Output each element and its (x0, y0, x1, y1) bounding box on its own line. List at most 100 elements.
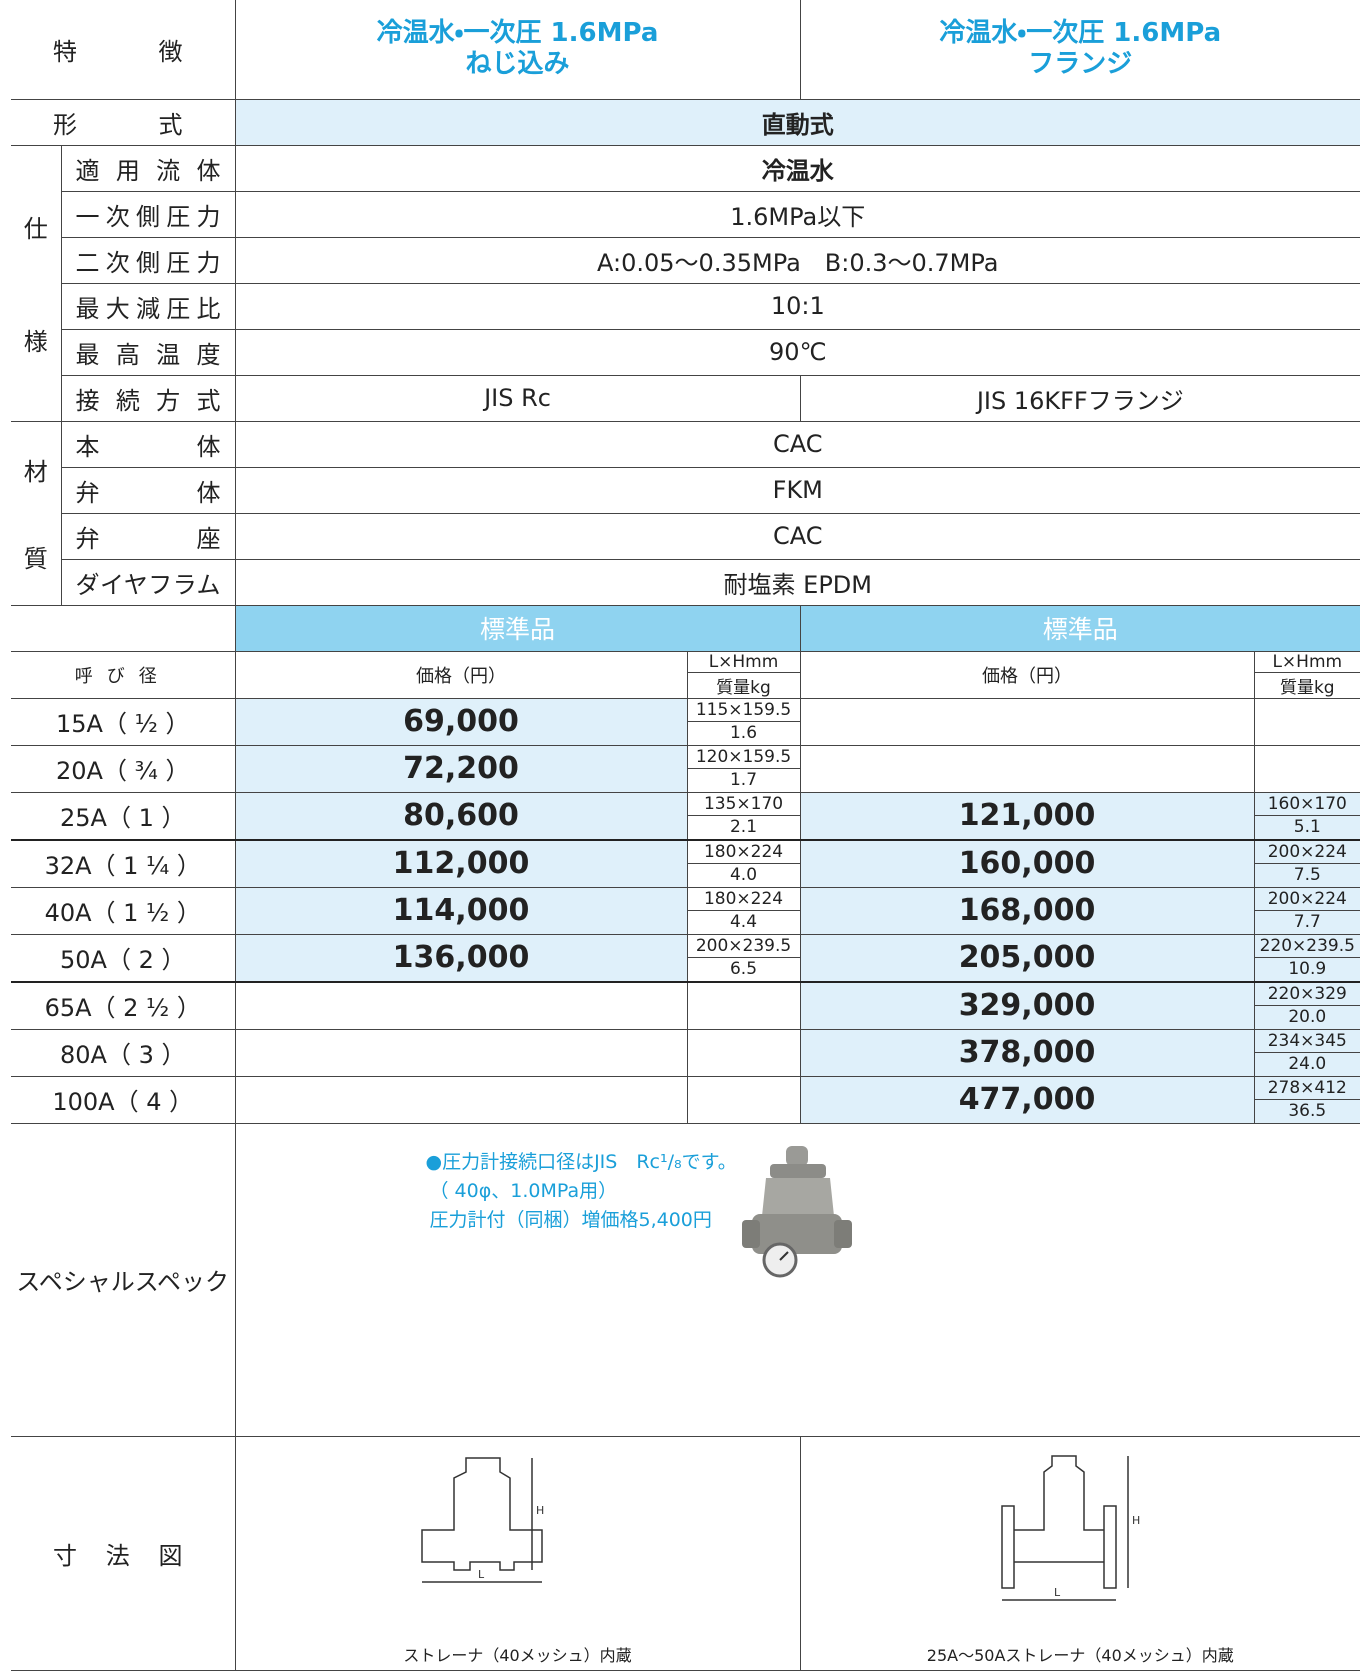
dims-label: 寸法図 (11, 1436, 235, 1671)
blank (11, 605, 235, 652)
price-empty (234, 980, 687, 1030)
dims: 115×159.5 1.6 (686, 698, 801, 746)
dims: 220×239.5 10.9 (1253, 934, 1360, 982)
dim-bottom: 6.5 (729, 959, 758, 980)
table-row: 25A（ 1 ） 80,600 135×170 2.1 121,000 160×170 5.… (11, 792, 1360, 840)
row-label: 本体 (60, 421, 235, 468)
size-label: 25A（ 1 ） (11, 792, 235, 840)
group-label: 材質 (11, 421, 61, 606)
group-char: 質 (23, 545, 48, 573)
dim-bottom: 7.7 (1293, 912, 1321, 933)
row-label: 二次側圧力 (60, 237, 235, 284)
group-label: 仕様 (11, 145, 61, 422)
price: 72,200 (234, 745, 687, 793)
price-empty (799, 745, 1255, 793)
dims-caption: 25A〜50Aストレーナ（40メッシュ）内蔵 (926, 1645, 1234, 1665)
table-row: 呼び径 価格（円） L×Hmm 質量kg 価格（円） L×Hmm 質量kg (11, 651, 1360, 699)
dims: 120×159.5 1.7 (686, 745, 801, 793)
row-value: 10:1 (234, 283, 1360, 330)
price: 168,000 (799, 887, 1255, 935)
dims-empty (1253, 745, 1360, 793)
dim-mass: 120×159.5 1.7 (688, 746, 800, 792)
row-label: ダイヤフラム (60, 559, 235, 606)
dimension-drawing-right: L H (1001, 1455, 1140, 1601)
dims-empty (686, 1029, 801, 1077)
price: 80,600 (234, 792, 687, 840)
row-value: A:0.05〜0.35MPa B:0.3〜0.7MPa (234, 237, 1360, 284)
header-line: ねじ込み (465, 49, 570, 80)
row-value-right: JIS 16KFFフランジ (799, 375, 1360, 422)
price: 112,000 (234, 838, 687, 888)
row-value: 冷温水 (234, 145, 1360, 192)
size-label: 80A（ 3 ） (11, 1029, 235, 1077)
dims-left: ストレーナ（40メッシュ）内蔵 (234, 1436, 801, 1671)
dim-bottom: 36.5 (1288, 1101, 1327, 1122)
note-line: 圧力計付（同梱）増価格5,400円 (429, 1208, 712, 1231)
row-label: 最高温度 (60, 329, 235, 376)
table-row: スペシャルスペック ●圧力計接続口径はJIS Rc¹/₈です。 （ 40φ、1.0M… (11, 1123, 1360, 1437)
table-row: 二次側圧力 A:0.05〜0.35MPa B:0.3〜0.7MPa (11, 237, 1360, 284)
type-label: 形式 (11, 99, 235, 146)
row-value: CAC (234, 513, 1360, 560)
dim-mass: 180×224 4.4 (688, 888, 800, 934)
dim-mass: 115×159.5 1.6 (688, 699, 800, 745)
dim-mass: 220×239.5 10.9 (1255, 935, 1360, 981)
price: 114,000 (234, 887, 687, 935)
dim-l-label: L (478, 1568, 485, 1581)
dims-caption: ストレーナ（40メッシュ）内蔵 (403, 1645, 632, 1665)
dims: 220×329 20.0 (1253, 980, 1360, 1030)
dim-h-label: H (536, 1504, 544, 1517)
row-value: 1.6MPa以下 (234, 191, 1360, 238)
type-value: 直動式 (234, 99, 1360, 146)
dim-mass: L×Hmm 質量kg (1255, 652, 1360, 698)
dim-bottom: 1.6 (729, 723, 758, 744)
row-value: FKM (234, 467, 1360, 514)
group-char: 様 (23, 328, 48, 356)
price: 69,000 (234, 698, 687, 746)
header-left: 冷温水・一次圧 1.6MPa ねじ込み (234, 0, 801, 100)
dim-bottom: 1.7 (729, 770, 758, 791)
size-label: 50A（ 2 ） (11, 934, 235, 982)
dim-bottom: 質量kg (716, 677, 771, 698)
dims-empty (686, 1076, 801, 1124)
size-label: 20A（ ³⁄₄ ） (11, 745, 235, 793)
dim-mass: 220×329 20.0 (1255, 983, 1360, 1028)
size-label: 32A（ 1 ¹⁄₄ ） (11, 838, 235, 888)
row-value: CAC (234, 421, 1360, 468)
special-note: ●圧力計接続口径はJIS Rc¹/₈です。 （ 40φ、1.0MPa用） 圧力計付（… (426, 1148, 737, 1235)
table-row: 最大減圧比 10:1 (11, 283, 1360, 330)
dim-mass: 200×224 7.5 (1255, 841, 1360, 886)
table-row: 15A（ ¹⁄₂ ） 69,000 115×159.5 1.6 (11, 698, 1360, 746)
table-row: 80A（ 3 ） 378,000 234×345 24.0 (11, 1029, 1360, 1077)
table-row: 材質本体 CAC (11, 421, 1360, 606)
dim-mass: 200×239.5 6.5 (688, 935, 800, 981)
dim-top: 180×224 (688, 888, 800, 911)
dim-top: 200×224 (1255, 888, 1360, 911)
row-value-left: JIS Rc (234, 375, 801, 422)
dim-top: L×Hmm (1255, 652, 1360, 673)
dim-bottom: 2.1 (729, 817, 758, 838)
table-row: 50A（ 2 ） 136,000 200×239.5 6.5 205,000 220×23… (11, 934, 1360, 982)
dim-h-label: H (1132, 1514, 1140, 1527)
size-header: 呼び径 (11, 651, 235, 699)
note-line: （ 40φ、1.0MPa用） (429, 1179, 618, 1202)
price: 121,000 (799, 792, 1255, 840)
dims: 180×224 4.0 (686, 838, 801, 888)
dim-top: 115×159.5 (688, 699, 800, 722)
dim-mass: L×Hmm 質量kg (688, 652, 800, 698)
dim-bottom: 質量kg (1279, 677, 1335, 698)
dims: 278×412 36.5 (1253, 1076, 1360, 1124)
dim-top: L×Hmm (688, 652, 800, 673)
price-header: 価格（円） (234, 651, 687, 699)
dim-mass: 278×412 36.5 (1255, 1077, 1360, 1123)
price-empty (799, 698, 1255, 746)
standard-right: 標準品 (799, 605, 1360, 652)
dim-top: 234×345 (1255, 1030, 1360, 1053)
table-row: 一次側圧力 1.6MPa以下 (11, 191, 1360, 238)
dim-bottom: 5.1 (1293, 817, 1321, 838)
dims: 180×224 4.4 (686, 887, 801, 935)
table-row: 65A（ 2 ¹⁄₂ ） 329,000 220×329 20.0 (11, 980, 1360, 1030)
dim-top: 220×239.5 (1255, 935, 1360, 958)
group-char: 仕 (23, 215, 48, 243)
dimension-drawing-left: L H (421, 1457, 544, 1583)
